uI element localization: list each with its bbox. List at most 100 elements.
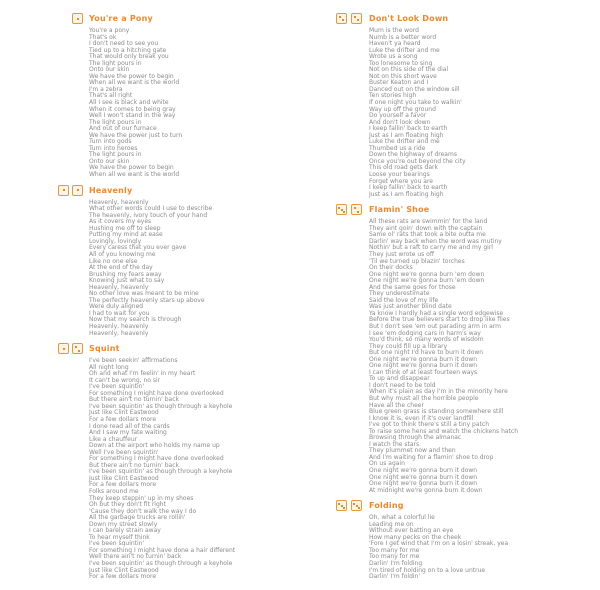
lyric-line: How many pecks on the cheek [369,533,462,541]
lyric-line: Loose your bearings [369,171,430,179]
lyric-line: Browsing through the almanac [369,434,462,442]
lyric-line: They just wrote us off [369,250,434,258]
song-title[interactable]: Don't Look Down [369,14,449,23]
lyric-line: They could fill up a library [369,342,448,350]
lyric-line: Luke the drifter and me [369,138,440,146]
lyric-line: On us again [369,460,405,468]
song-header: Flamin' Shoe [332,204,594,216]
lyric-line: I've been seekin' affirmations [89,357,178,365]
lyric-line: For something I might have done overlook… [89,389,224,397]
song-lyrics: I've been seekin' affirmations All night … [89,357,317,581]
lyric-line: And out of our furnace [89,125,157,133]
lyric-line: Were duly aligned [89,303,144,311]
song-title[interactable]: Heavenly [89,185,133,195]
lyric-line: I had to wait for you [89,309,150,317]
lyric-line: All these rats are swimmin' for the land [369,218,488,226]
song-header: Squint [55,343,317,355]
lyric-line: Before the true believers start to drop … [369,316,510,324]
die-pip [62,189,65,192]
song-section: Heavenly Heavenly, heavenly What other wo… [55,184,317,337]
lyric-line: Said the love of my life [369,296,439,304]
lyric-line: Same ol' rats that took a bite outta me [369,231,486,239]
lyric-line: On their docks [369,264,413,272]
lyric-line: Just like Clint Eastwood [89,409,159,417]
lyric-line: For something I might have done overlook… [89,455,224,463]
lyric-line: I've been squintin' as though through a … [89,560,233,568]
lyric-line: Forget where you are [369,177,433,185]
lyric-line: When all we want is the world [89,79,180,87]
lyric-line: I done read all of the cards [89,422,170,430]
lyric-line: I keep fallin' back to earth [369,125,448,133]
die-pip [342,19,345,22]
lyric-line: But one night I'd have to burn it down [369,349,484,357]
lyric-line: Without ever batting an eye [369,527,454,535]
lyric-line: We have the power to begin [89,72,174,80]
lyric-line: Wrote us a song [369,53,418,61]
lyric-line: Just as I am floating high [369,190,444,198]
lyric-line: Down my street slowly [89,520,158,528]
lyric-line: And don't look down [369,118,431,126]
lyric-line: We have the power just to turn [89,131,183,139]
lyric-line: All of you knowing me [89,250,156,258]
lyric-line: Have all the cheer [369,401,424,409]
die-pip [340,208,343,211]
die-pip [338,15,341,18]
lyric-line: But there ain't no turnin' back [89,461,179,469]
lyric-line: What other words could I use to describe [89,205,213,213]
lyric-line: Was just another blind date [369,303,452,311]
die-pip [353,206,356,209]
lyric-line: Turn into heroes [89,144,138,152]
lyric-line: I've been squintin' as though through a … [89,402,233,410]
lyric-line: I don't need to see you [89,40,159,48]
die-pip [338,502,341,505]
right-column: Don't Look Down Mum is the word Numb is a… [332,13,594,588]
lyric-line: That would only break you [89,53,169,61]
lyric-line: Once you're out beyond the city [369,157,466,165]
lyric-line: Way up off the ground [369,105,436,113]
die-icon [336,13,347,24]
lyric-line: Turn into gods [89,138,132,146]
lyric-line: And I saw my fate waiting [89,429,167,437]
lyric-line: But there ain't no turnin' back [89,396,179,404]
song-title[interactable]: Flamin' Shoe [369,205,430,215]
lyric-line: One night we're gonna burn 'em down [369,270,485,278]
lyric-line: You're a pony [89,27,130,34]
lyric-line: I've been squintin' [89,540,145,548]
lyric-line: The perfectly heavenly stars up above [89,296,205,304]
lyric-line: Ya know I hardly had a single word edgew… [369,309,504,317]
lyric-line: The light pours in [89,118,142,126]
song-section: Don't Look Down Mum is the word Numb is a… [332,13,594,198]
die-icon [336,204,347,216]
song-section: Squint I've been seekin' affirmations All… [55,343,317,581]
die-pip [74,345,77,348]
lyric-line: Tied up to a hitching gate [89,46,167,54]
song-lyrics: All these rats are swimmin' for the land… [369,219,594,494]
die-icon [58,343,69,355]
song-header: Folding [332,500,594,512]
lyric-line: For a few dollars more [89,573,157,581]
lyric-line: Danced out on the window sill [369,85,460,93]
lyric-line: That's ok [89,33,117,41]
die-pip [338,206,341,209]
lyric-line: Onto our skin [89,157,130,165]
lyric-line: At midnight we're gonna burn it down [369,486,483,494]
lyric-line: Folks around me [89,488,139,495]
lyric-line: We have the power to begin [89,164,174,172]
lyric-line: Leading me on [369,520,414,528]
song-header: Don't Look Down [332,13,594,24]
song-title[interactable]: Squint [89,344,120,354]
lyric-line: Well there ain't no turnin' back [89,553,182,561]
lyric-line: I don't need to be told [369,381,436,389]
song-lyrics: Heavenly, heavenly What other words could… [89,199,317,337]
lyric-line: No other love was meant to be mine [89,290,199,298]
lyric-line: Heavenly, heavenly [89,322,149,330]
lyric-line: They plummet now and then [369,447,456,455]
track-dice [332,13,362,24]
lyric-line: I know it is, even if it's over landfill [369,414,474,422]
die-pip [76,17,79,20]
die-icon [72,13,83,24]
die-pip [357,506,360,509]
song-title[interactable]: Folding [369,501,404,511]
song-title[interactable]: You're a Pony [89,14,153,23]
lyric-line: Oh but they don't fit right [89,501,166,509]
